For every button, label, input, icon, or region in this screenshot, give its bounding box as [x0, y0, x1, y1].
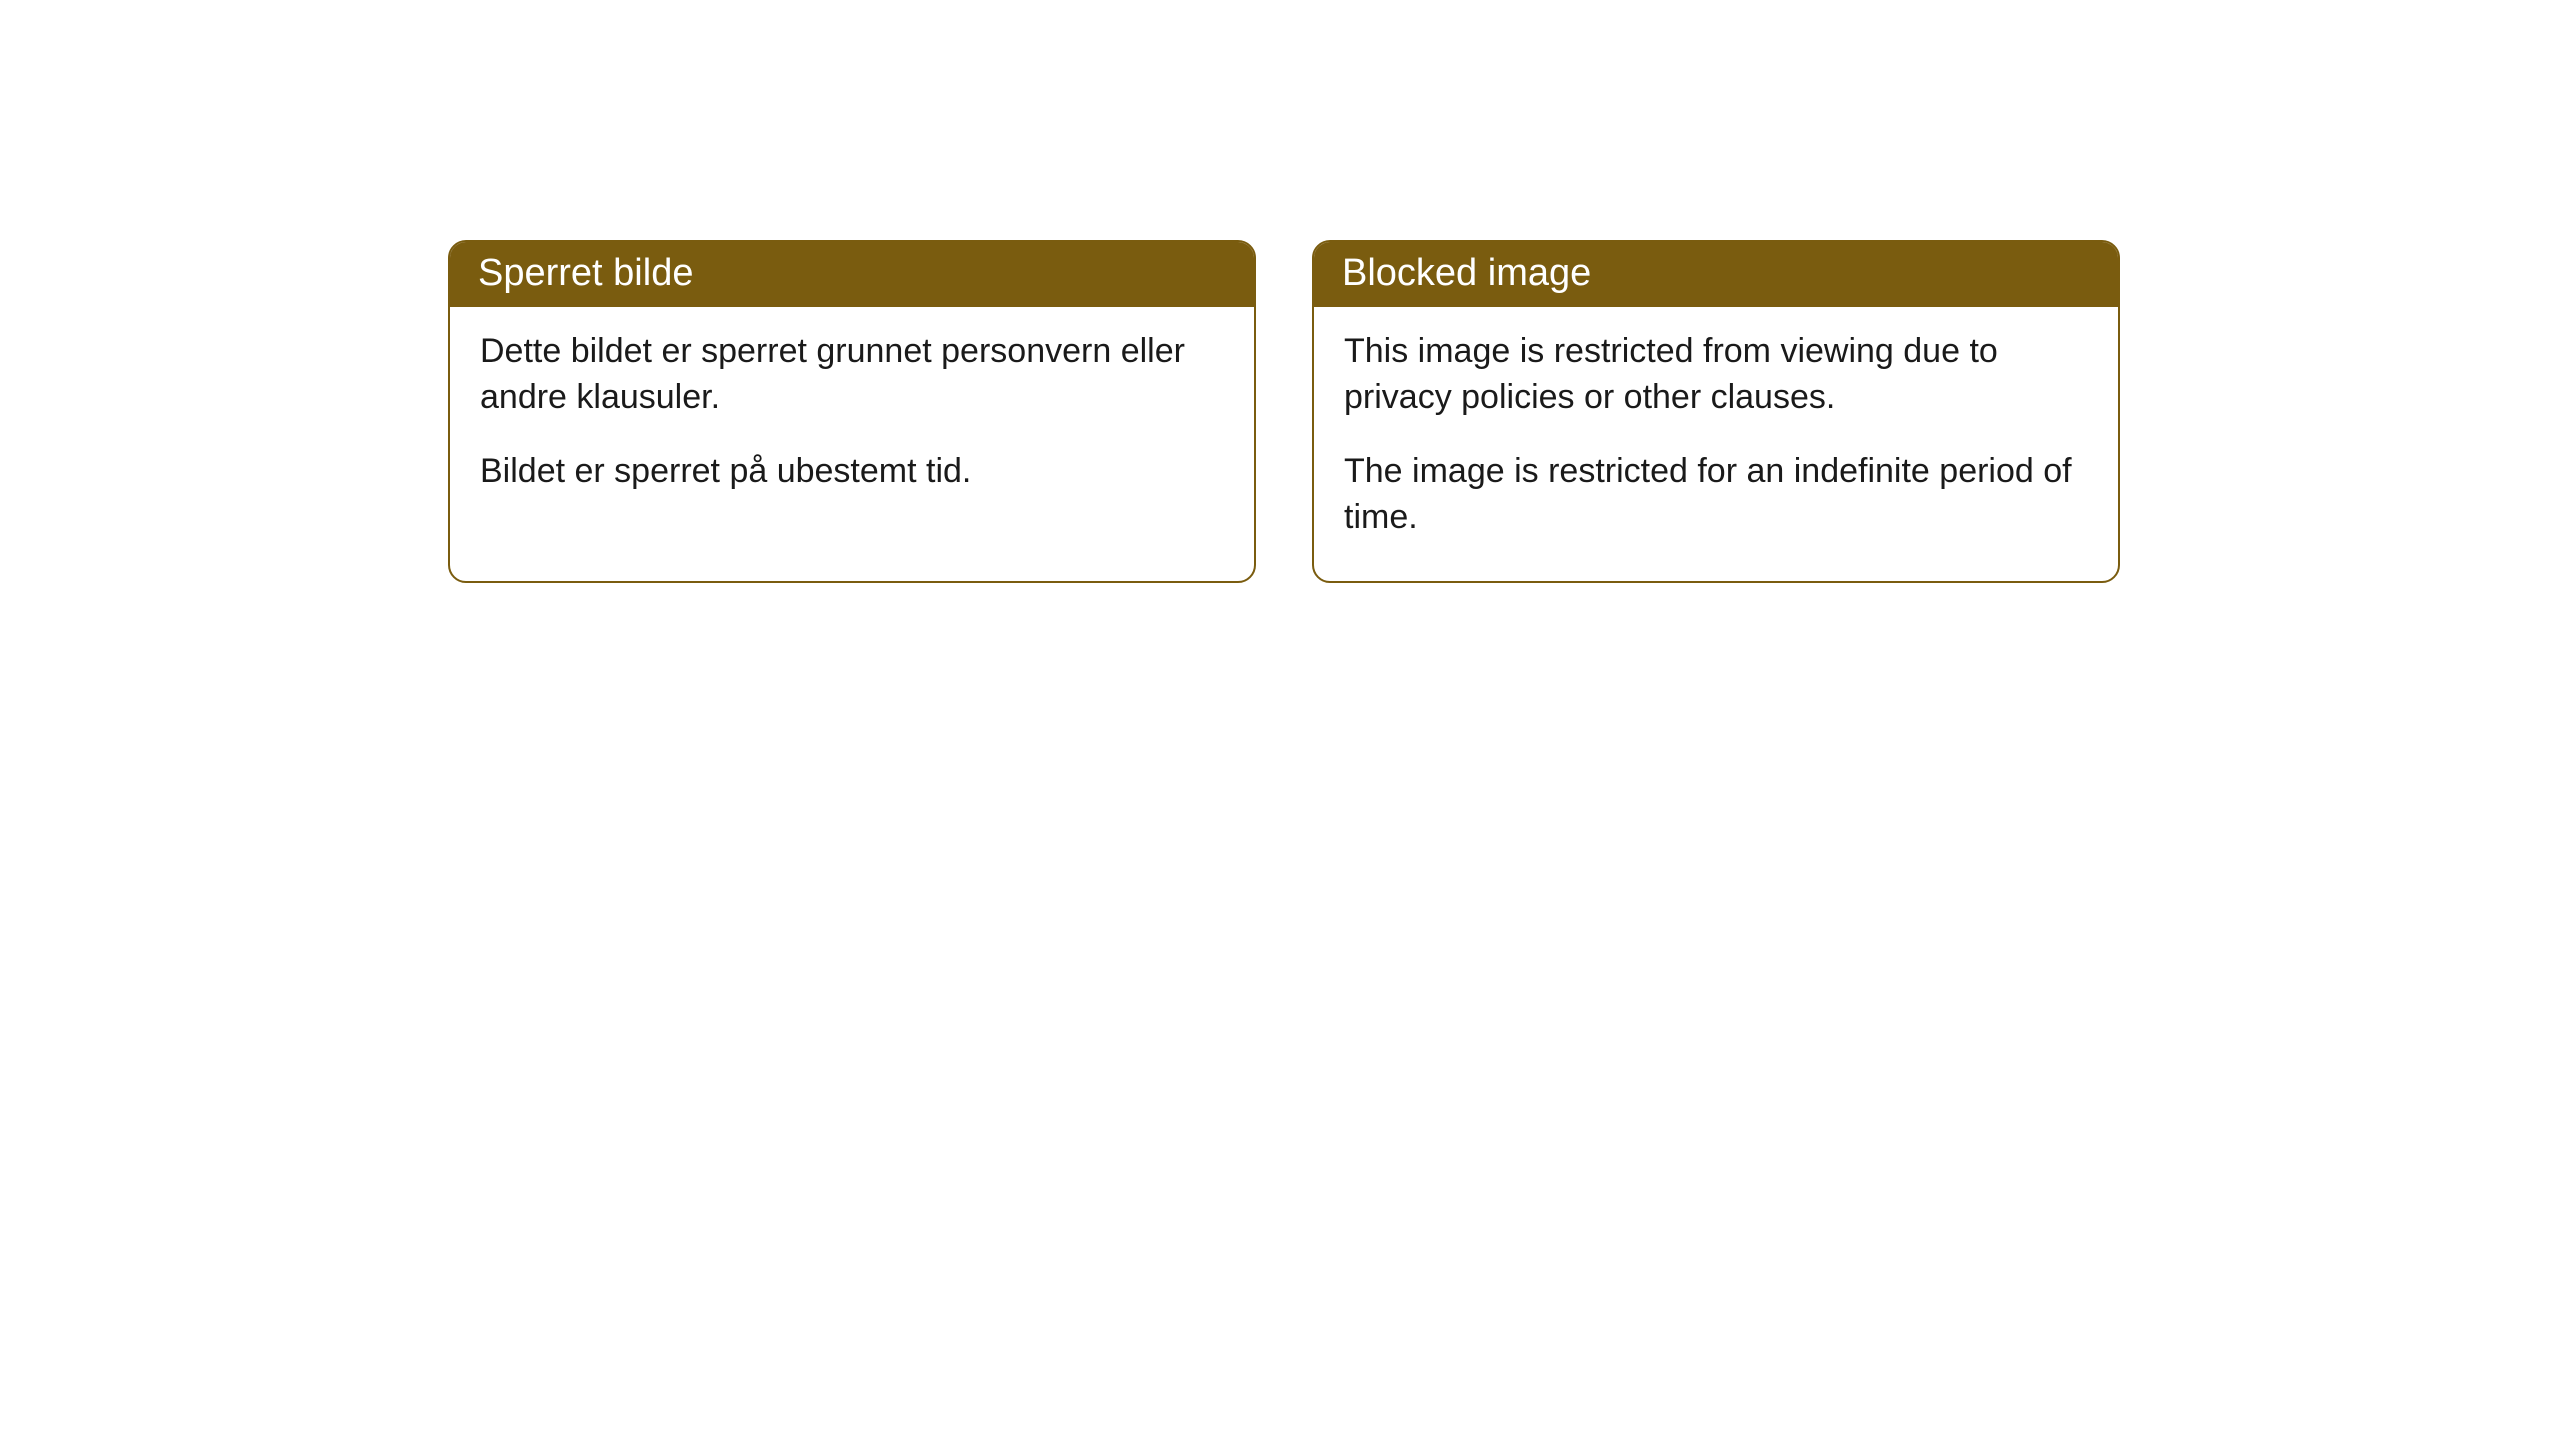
card-paragraph: Bildet er sperret på ubestemt tid.: [480, 449, 1224, 495]
notice-container: Sperret bilde Dette bildet er sperret gr…: [0, 0, 2560, 583]
card-body-norwegian: Dette bildet er sperret grunnet personve…: [450, 307, 1254, 535]
notice-card-norwegian: Sperret bilde Dette bildet er sperret gr…: [448, 240, 1256, 583]
card-paragraph: Dette bildet er sperret grunnet personve…: [480, 329, 1224, 421]
card-title: Sperret bilde: [478, 252, 693, 294]
card-paragraph: This image is restricted from viewing du…: [1344, 329, 2088, 421]
card-title: Blocked image: [1342, 252, 1591, 294]
notice-card-english: Blocked image This image is restricted f…: [1312, 240, 2120, 583]
card-paragraph: The image is restricted for an indefinit…: [1344, 449, 2088, 541]
card-header-norwegian: Sperret bilde: [450, 242, 1254, 307]
card-header-english: Blocked image: [1314, 242, 2118, 307]
card-body-english: This image is restricted from viewing du…: [1314, 307, 2118, 581]
